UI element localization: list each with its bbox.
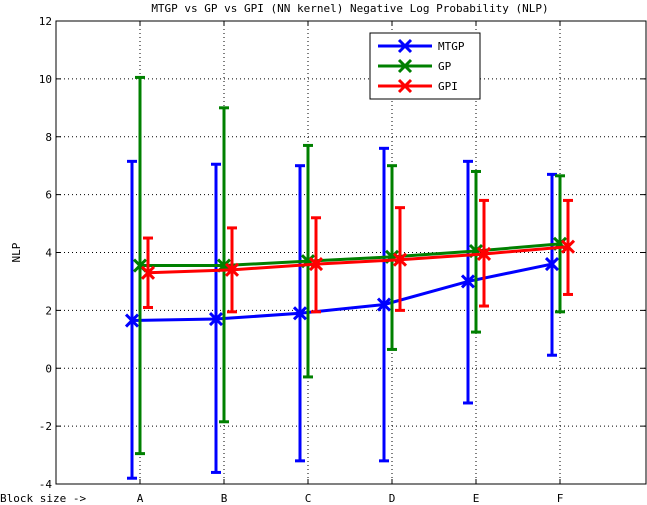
marker-stroke [560,239,576,254]
chart-title: MTGP vs GP vs GPI (NN kernel) Negative L… [151,2,548,15]
y-axis-label: NLP [10,242,23,262]
data-point [460,274,476,289]
legend-label: MTGP [438,40,465,53]
legend-marker [397,78,413,94]
y-tick-label: -2 [39,420,52,433]
x-tick-label: F [557,492,564,505]
data-point [392,252,408,267]
data-point [560,239,576,254]
x-tick-label: E [473,492,480,505]
data-point [476,246,492,262]
marker-stroke [476,246,492,262]
y-tick-label: 10 [39,73,52,86]
y-axis-ticks: -4 -2 0 2 4 6 8 10 12 [39,15,646,491]
series-mtgp [124,146,560,480]
data-point [224,262,240,277]
marker-stroke [124,313,140,328]
y-tick-label: -4 [39,478,53,491]
marker-stroke [224,262,240,277]
x-tick-label: B [221,492,228,505]
series-gp [132,75,568,456]
marker-stroke [376,297,392,312]
y-tick-label: 2 [45,304,52,317]
data-point [308,257,324,272]
marker-stroke [392,252,408,267]
marker-stroke [308,257,324,272]
x-tick-label: D [389,492,396,505]
x-axis-label: Block size -> [0,492,86,505]
marker-stroke [544,257,560,272]
data-point [208,311,224,327]
y-tick-label: 6 [45,189,52,202]
series-layer [124,75,576,480]
marker-stroke [132,258,148,273]
legend: MTGP GP GPI [369,32,481,100]
series-line [131,262,553,323]
marker-stroke [140,265,156,280]
data-point [544,257,560,272]
data-point [124,313,140,328]
data-point [292,306,308,321]
legend-label: GPI [438,80,458,93]
series-gpi [140,198,576,314]
plot-frame [55,20,647,485]
marker-stroke [292,306,308,321]
x-tick-label: C [305,492,312,505]
y-tick-label: 8 [45,131,52,144]
y-tick-label: 12 [39,15,52,28]
y-tick-label: 4 [45,247,52,260]
data-point [376,297,392,312]
grid-lines [56,21,646,484]
data-point [140,265,156,280]
marker-stroke [208,311,224,327]
legend-marker [397,58,413,74]
y-tick-label: 0 [45,362,52,375]
series-line [147,245,569,275]
legend-marker [397,38,413,54]
legend-label: GP [438,60,452,73]
x-axis-ticks: A B C D E F [137,21,564,505]
marker-stroke [460,274,476,289]
x-tick-label: A [137,492,144,505]
